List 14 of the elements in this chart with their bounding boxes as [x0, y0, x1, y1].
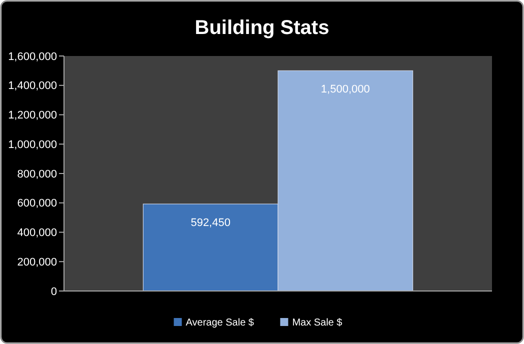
y-tick-label: 1,400,000: [8, 80, 57, 92]
y-tick-label: 600,000: [17, 198, 57, 210]
legend-label: Max Sale $: [292, 318, 343, 328]
y-tick-label: 800,000: [17, 168, 57, 180]
chart-title: Building Stats: [194, 17, 330, 39]
y-tick-label: 200,000: [17, 256, 57, 268]
y-tick-label: 1,000,000: [8, 138, 57, 151]
y-tick-label: 1,200,000: [8, 110, 57, 122]
legend-label: Average Sale $: [186, 318, 254, 328]
y-tick-label: 0: [50, 286, 57, 298]
y-tick-label: 400,000: [17, 227, 57, 240]
data-label: 1,500,000: [320, 84, 370, 96]
y-tick-label: 1,600,000: [8, 50, 57, 63]
data-label: 592,450: [190, 216, 230, 229]
